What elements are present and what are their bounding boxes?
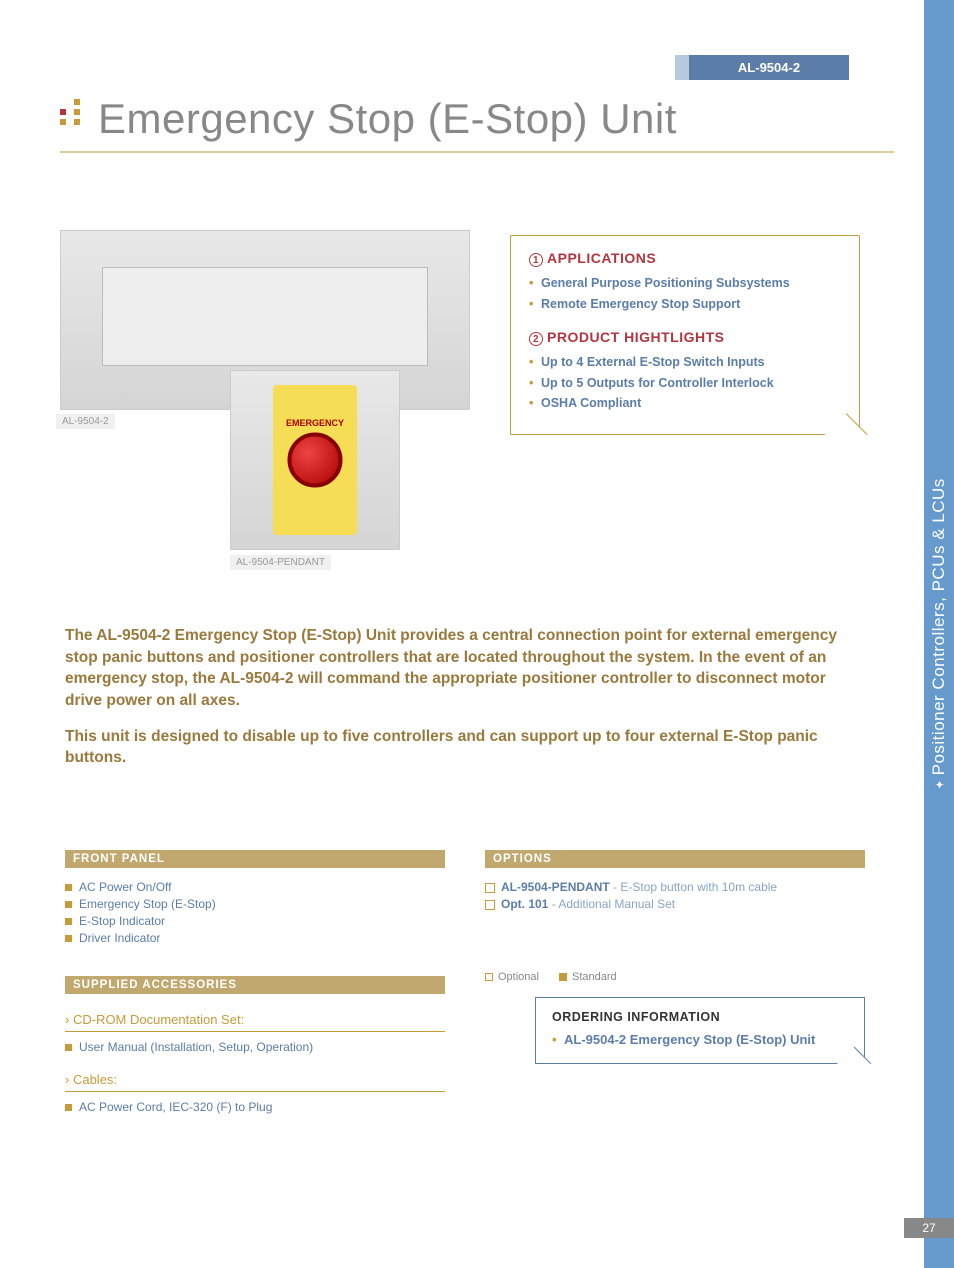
page-title: Emergency Stop (E-Stop) Unit (98, 95, 677, 143)
page-number: 27 (904, 1218, 954, 1238)
unit-image-label: AL-9504-2 (56, 414, 115, 429)
right-column: OPTIONS AL-9504-PENDANT - E-Stop button … (485, 850, 865, 1117)
supplied-subhead-cables: Cables: (65, 1068, 445, 1092)
highlights-item: Up to 4 External E-Stop Switch Inputs (529, 354, 841, 372)
highlights-item: Up to 5 Outputs for Controller Interlock (529, 375, 841, 393)
options-heading: OPTIONS (485, 850, 865, 868)
columns: FRONT PANEL AC Power On/Off Emergency St… (65, 850, 865, 1117)
pendant-image-label: AL-9504-PENDANT (230, 555, 331, 570)
front-panel-list: AC Power On/Off Emergency Stop (E-Stop) … (65, 880, 445, 945)
applications-list: General Purpose Positioning Subsystems R… (529, 275, 841, 313)
product-images: AL-9504-2 EMERGENCY AL-9504-PENDANT (60, 230, 470, 560)
options-item: Opt. 101 - Additional Manual Set (485, 897, 865, 911)
supplied-heading: SUPPLIED ACCESSORIES (65, 976, 445, 994)
legend-optional-icon (485, 973, 493, 981)
ordering-box: ORDERING INFORMATION AL-9504-2 Emergency… (535, 997, 865, 1064)
side-tab-label: ✦ Positioner Controllers, PCUs & LCUs (929, 478, 949, 790)
highlights-list: Up to 4 External E-Stop Switch Inputs Up… (529, 354, 841, 413)
estop-button-graphic (288, 432, 343, 487)
front-panel-item: Driver Indicator (65, 931, 445, 945)
options-list: AL-9504-PENDANT - E-Stop button with 10m… (485, 880, 865, 911)
dots-icon (60, 99, 86, 133)
legend-optional: Optional (485, 971, 539, 983)
model-badge: AL-9504-2 (689, 55, 849, 80)
supplied-item: User Manual (Installation, Setup, Operat… (65, 1040, 445, 1054)
body-paragraph-2: This unit is designed to disable up to f… (65, 726, 865, 769)
option-name: Opt. 101 (501, 897, 548, 911)
left-column: FRONT PANEL AC Power On/Off Emergency St… (65, 850, 445, 1117)
info-box: 1APPLICATIONS General Purpose Positionin… (510, 235, 860, 435)
option-name: AL-9504-PENDANT (501, 880, 610, 894)
legend-standard: Standard (559, 971, 617, 983)
pendant-arc-text: EMERGENCY (286, 418, 344, 428)
supplied-subhead-docs: CD-ROM Documentation Set: (65, 1008, 445, 1032)
options-item: AL-9504-PENDANT - E-Stop button with 10m… (485, 880, 865, 894)
body-text: The AL-9504-2 Emergency Stop (E-Stop) Un… (65, 625, 865, 769)
pendant-image: EMERGENCY (230, 370, 400, 550)
ordering-heading: ORDERING INFORMATION (552, 1010, 848, 1024)
option-desc: - E-Stop button with 10m cable (610, 880, 777, 894)
side-tab: ✦ Positioner Controllers, PCUs & LCUs (924, 0, 954, 1268)
ordering-item: AL-9504-2 Emergency Stop (E-Stop) Unit (552, 1032, 848, 1047)
legend-standard-icon (559, 973, 567, 981)
legend: Optional Standard (485, 971, 865, 983)
highlights-heading: 2PRODUCT HIGHTLIGHTS (529, 329, 841, 346)
title-row: Emergency Stop (E-Stop) Unit (60, 95, 894, 153)
front-panel-item: AC Power On/Off (65, 880, 445, 894)
applications-heading: 1APPLICATIONS (529, 250, 841, 267)
front-panel-item: Emergency Stop (E-Stop) (65, 897, 445, 911)
supplied-item: AC Power Cord, IEC-320 (F) to Plug (65, 1100, 445, 1114)
supplied-cables-list: AC Power Cord, IEC-320 (F) to Plug (65, 1100, 445, 1114)
pendant-body: EMERGENCY (273, 385, 357, 535)
applications-item: Remote Emergency Stop Support (529, 296, 841, 314)
option-desc: - Additional Manual Set (548, 897, 675, 911)
applications-item: General Purpose Positioning Subsystems (529, 275, 841, 293)
front-panel-item: E-Stop Indicator (65, 914, 445, 928)
front-panel-heading: FRONT PANEL (65, 850, 445, 868)
body-paragraph-1: The AL-9504-2 Emergency Stop (E-Stop) Un… (65, 625, 865, 712)
highlights-item: OSHA Compliant (529, 395, 841, 413)
supplied-docs-list: User Manual (Installation, Setup, Operat… (65, 1040, 445, 1054)
